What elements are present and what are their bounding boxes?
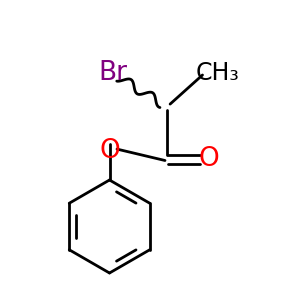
Text: CH₃: CH₃: [196, 61, 239, 85]
Text: Br: Br: [98, 61, 127, 86]
Text: O: O: [99, 139, 120, 164]
Text: O: O: [198, 146, 219, 172]
